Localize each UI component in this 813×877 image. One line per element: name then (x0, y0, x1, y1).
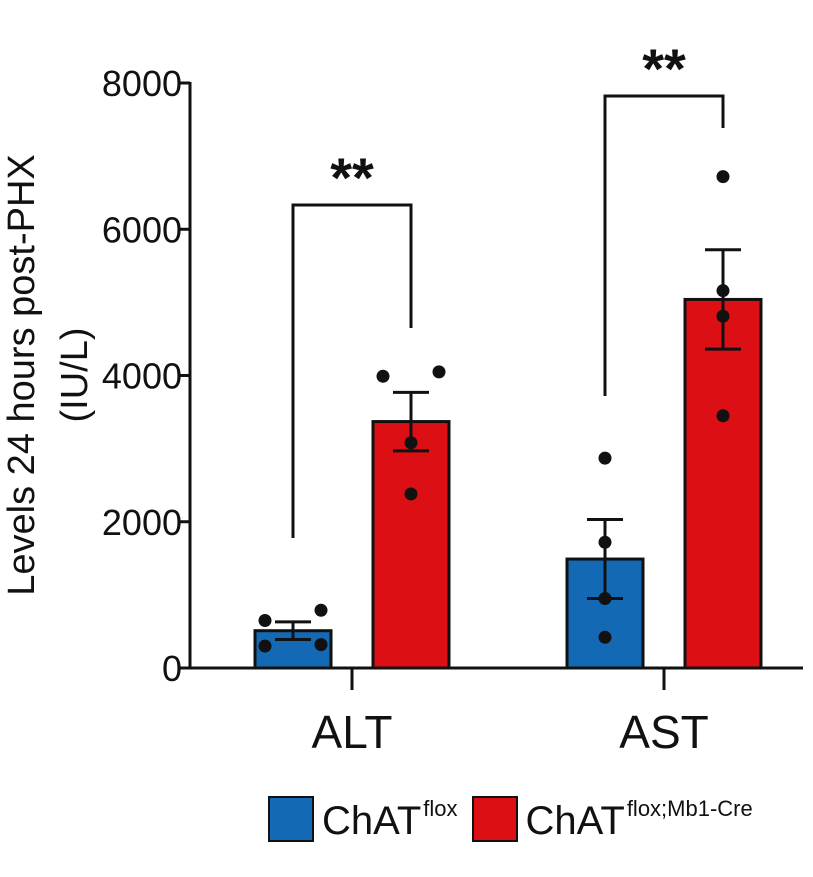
significance-bracket (603, 94, 725, 396)
y-axis: 0 2000 4000 6000 8000 (102, 63, 192, 689)
data-point (404, 487, 418, 501)
data-point (716, 309, 730, 323)
significance-label: ** (642, 37, 686, 100)
data-point (598, 592, 612, 606)
data-point (258, 639, 272, 653)
data-point (598, 451, 612, 465)
data-point (314, 603, 328, 617)
legend-swatch-blue (268, 796, 314, 842)
data-points-group (258, 170, 730, 653)
legend-label-chat-flox-mb1-cre: ChATflox;Mb1-Cre (525, 795, 753, 843)
y-tick-label: 2000 (102, 502, 182, 543)
data-point (258, 613, 272, 627)
y-tick-label: 6000 (102, 209, 182, 250)
legend-label-chat-flox: ChATflox (322, 795, 458, 843)
data-point (716, 409, 730, 423)
legend-item-chat-flox: ChATflox (268, 796, 458, 842)
bars-group (253, 297, 763, 670)
y-tick-label: 8000 (102, 63, 182, 104)
y-tick-label: 4000 (102, 356, 182, 397)
data-point (716, 170, 730, 184)
data-point (314, 638, 328, 652)
data-point (598, 630, 612, 644)
error-bars-group (275, 248, 741, 641)
x-tick-label-ast: AST (619, 706, 708, 758)
data-point (598, 535, 612, 549)
bar-ast-series-1 (683, 297, 763, 670)
significance-bracket (291, 203, 413, 538)
data-point (432, 365, 446, 379)
legend-swatch-red (471, 796, 518, 842)
legend-item-chat-flox-mb1-cre: ChATflox;Mb1-Cre (471, 795, 753, 843)
y-axis-label-line1: Levels 24 hours post-PHX (1, 154, 43, 595)
data-point (716, 284, 730, 298)
x-axis: ALT AST (190, 666, 803, 758)
significance-label: ** (330, 146, 374, 209)
y-tick-label: 0 (162, 648, 182, 689)
data-point (376, 369, 390, 383)
x-tick-label-alt: ALT (312, 706, 393, 758)
data-point (404, 436, 418, 450)
legend: ChATflox ChATflox;Mb1-Cre (268, 796, 767, 842)
significance-group: ** ** (291, 37, 725, 538)
bar-alt-series-1 (371, 420, 451, 670)
y-axis-label-line2: (IU/L) (54, 328, 96, 423)
